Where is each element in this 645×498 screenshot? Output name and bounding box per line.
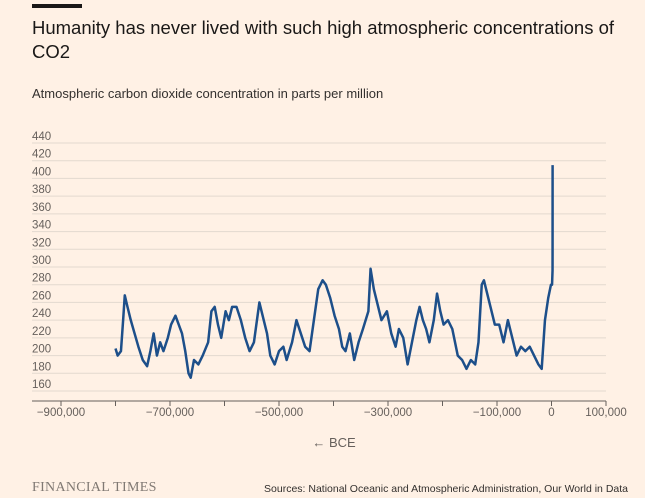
x-tick-label: −500,000	[255, 407, 303, 419]
y-tick-label: 400	[32, 166, 51, 178]
x-tick-label: 0	[548, 407, 554, 419]
y-tick-label: 280	[32, 273, 51, 285]
x-tick-label: −900,000	[37, 407, 85, 419]
x-tick-label: −700,000	[146, 407, 194, 419]
y-tick-label: 220	[32, 326, 51, 338]
y-tick-label: 160	[32, 379, 51, 391]
source: Sources: National Oceanic and Atmospheri…	[264, 483, 628, 495]
y-tick-label: 300	[32, 255, 51, 267]
y-tick-label: 360	[32, 202, 51, 214]
y-tick-label: 440	[32, 131, 51, 143]
y-tick-label: 320	[32, 237, 51, 249]
y-tick-label: 380	[32, 184, 51, 196]
y-tick-label: 200	[32, 344, 51, 356]
title-bar	[32, 4, 82, 8]
y-tick-label: 340	[32, 220, 51, 232]
x-tick-label: 100,000	[585, 407, 627, 419]
x-tick-label: −100,000	[473, 407, 521, 419]
co2-line	[114, 165, 554, 379]
annotation: ← BCE	[312, 435, 356, 450]
y-tick-label: 240	[32, 308, 51, 320]
y-tick-label: 420	[32, 149, 51, 161]
chart-title: Humanity has never lived with such high …	[32, 17, 615, 62]
chart-subtitle: Atmospheric carbon dioxide concentration…	[32, 86, 384, 101]
brand: FINANCIAL TIMES	[32, 480, 157, 495]
x-tick-label: −300,000	[364, 407, 412, 419]
y-tick-label: 260	[32, 290, 51, 302]
y-tick-label: 180	[32, 361, 51, 373]
